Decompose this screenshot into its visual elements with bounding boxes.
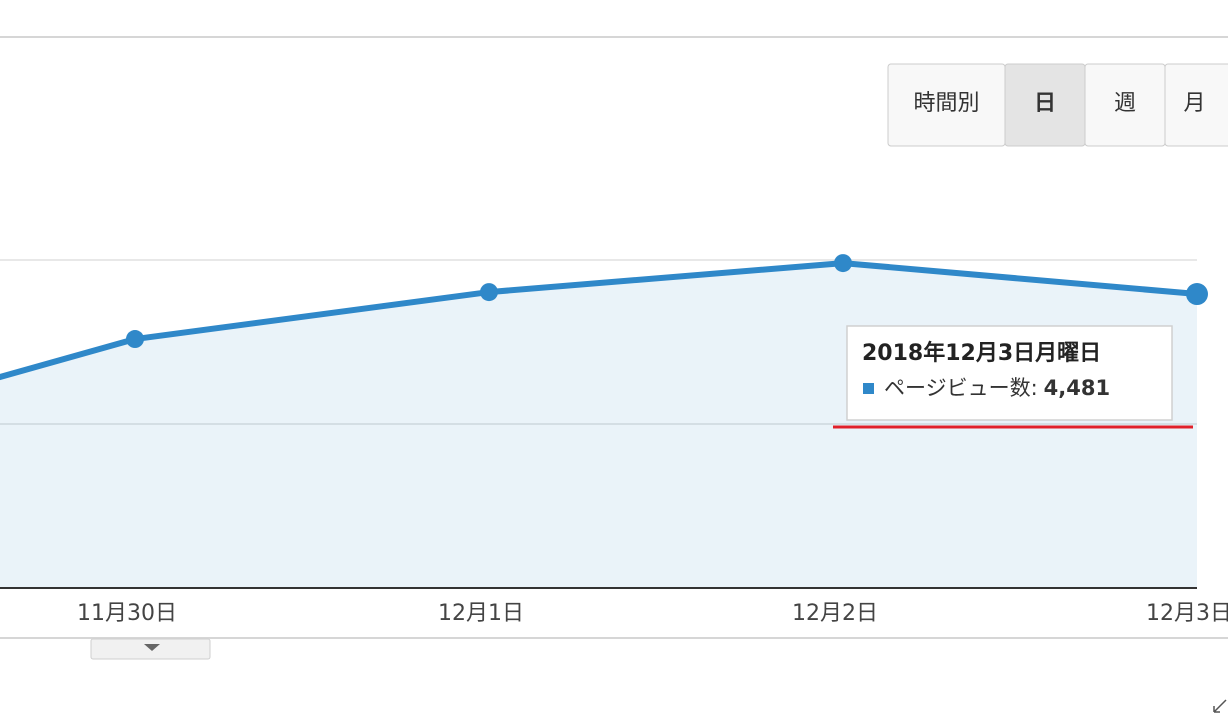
tooltip-value: 4,481 — [1044, 376, 1110, 400]
toggle-button[interactable] — [1164, 63, 1228, 147]
plot-area: 11月30日 12月1日 12月2日 12月3日 2018年12月3日月曜日ページビュー… — [0, 254, 1228, 626]
x-tick-label: 12月3日 — [1146, 601, 1228, 626]
granularity-toggle: 時間別 日 週 月 — [887, 63, 1228, 147]
x-tick-label: 12月1日 — [438, 601, 524, 626]
x-tick-label: 12月2日 — [792, 601, 878, 626]
collapse-tab[interactable] — [90, 638, 211, 660]
point[interactable] — [126, 330, 144, 349]
toggle-button-label[interactable]: 週 — [1114, 91, 1136, 116]
point[interactable] — [1186, 283, 1208, 306]
tooltip-row: ページビュー数: 4,481 — [884, 376, 1110, 400]
tooltip-swatch — [863, 383, 874, 394]
tooltip — [846, 325, 1173, 421]
point[interactable] — [834, 254, 852, 273]
tooltip-title: 2018年12月3日月曜日 — [862, 340, 1101, 366]
resize-icon[interactable] — [1213, 699, 1227, 713]
tab-arrow[interactable] — [144, 644, 160, 651]
toggle-button-label[interactable]: 時間別 — [913, 91, 979, 116]
x-tick-label: 11月30日 — [77, 601, 177, 626]
tooltip-label: ページビュー数: — [884, 376, 1038, 400]
toggle-button-label[interactable]: 月 — [1183, 91, 1205, 116]
toggle-button-label[interactable]: 日 — [1034, 91, 1056, 116]
point[interactable] — [480, 283, 498, 302]
